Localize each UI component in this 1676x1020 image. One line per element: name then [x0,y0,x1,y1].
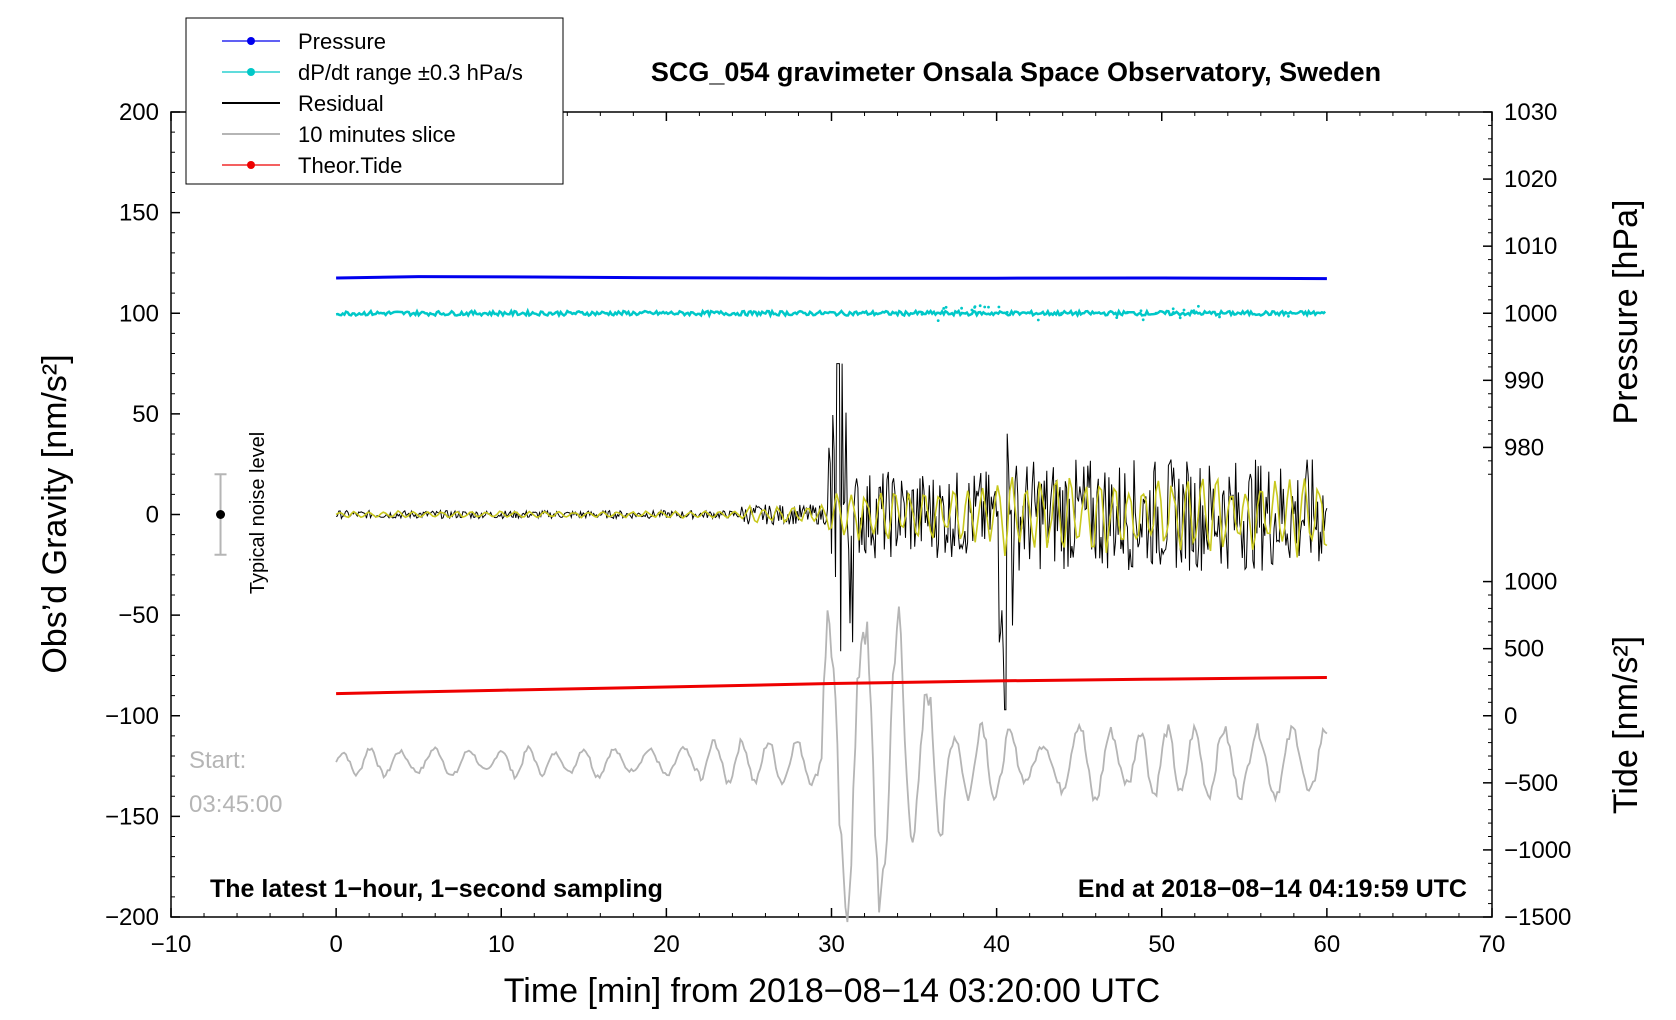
series-dpdt-point [970,308,974,312]
tide-tick-label: −1500 [1504,904,1571,931]
pressure-tick-label: 1020 [1504,166,1557,193]
tide-tick-label: 0 [1504,703,1517,730]
axis-ticks: −10 0 10 20 30 40 50 60 70200150100500−50−100−15… [105,99,1571,958]
x-tick-label: 40 [983,931,1010,958]
series-residual-filtered-line [335,476,1328,558]
note-end-time: End at 2018−08−14 04:19:59 UTC [1078,875,1467,903]
tide-tick-label: 500 [1504,636,1544,663]
series-dpdt-point [1115,316,1119,319]
legend-swatch-dot [247,37,255,45]
legend-swatch-dot [247,68,255,76]
series-pressure-line [336,275,1327,281]
legend-label: Pressure [298,29,386,54]
noise-level-label: Typical noise level [247,432,269,594]
series-dpdt-point [997,305,1001,309]
series-dpdt-point [942,307,946,310]
x-tick-label: 0 [329,931,342,958]
tide-tick-label: −500 [1504,770,1558,797]
y-axis-label-left: Obs’d Gravity [nm/s²] [36,354,74,673]
series-dpdt-line [335,307,1327,319]
x-tick-label: 50 [1148,931,1175,958]
slice-start-label: Start: [189,747,246,774]
series-dpdt-point [1197,304,1200,308]
y-tick-label-left: −100 [105,703,159,730]
tide-tick-label: −1000 [1504,837,1571,864]
x-tick-label: 20 [653,931,680,958]
y-tick-label-left: 0 [146,502,159,529]
slice-start-time: 03:45:00 [189,791,282,818]
note-latest-hour: The latest 1−hour, 1−second sampling [210,875,663,903]
series-slice-line [335,606,1328,923]
legend-label: Residual [298,91,384,116]
x-axis-label: Time [min] from 2018−08−14 03:20:00 UTC [504,972,1160,1010]
y-tick-label-left: −200 [105,904,159,931]
series-layer [335,275,1328,923]
y-tick-label-left: −50 [118,602,159,629]
series-dpdt-point [936,319,940,322]
series-residual-line [335,363,1328,711]
series-dpdt-point [983,305,987,309]
series-dpdt-point [1284,311,1287,314]
y-tick-label-left: 100 [119,300,159,327]
series-dpdt-point [1182,308,1186,312]
series-dpdt-point [1190,309,1194,313]
series-dpdt-point [1171,307,1175,311]
legend-items: Pressure dP/dt range ±0.3 hPa/s Residual 10… [222,29,523,178]
y-tick-label-left: −150 [105,803,159,830]
legend: Pressure dP/dt range ±0.3 hPa/s Residual 10… [185,17,564,185]
series-dpdt-point [1154,311,1158,315]
y-tick-label-left: 50 [132,401,159,428]
pressure-tick-label: 980 [1504,434,1544,461]
series-dpdt-point [1060,311,1063,315]
series-dpdt-point [920,312,924,316]
noise-level-indicator: Typical noise level [214,432,269,594]
y-axis-label-tide: Tide [nm/s²] [1607,636,1645,814]
series-dpdt-point [960,306,963,310]
series-dpdt-point [1141,318,1145,322]
series-dpdt-point [944,305,948,309]
legend-swatch-dot [247,161,255,169]
x-tick-label: 60 [1314,931,1341,958]
pressure-tick-label: 1010 [1504,233,1557,260]
x-tick-label: 30 [818,931,845,958]
series-dpdt-point [1005,310,1009,314]
pressure-tick-label: 1000 [1504,300,1557,327]
pressure-tick-label: 1030 [1504,99,1557,126]
series-tide-line [336,676,1327,696]
legend-label: Theor.Tide [298,153,402,178]
series-dpdt-point [1178,316,1182,320]
y-tick-label-left: 200 [119,99,159,126]
series-dpdt-point [1139,309,1143,313]
tide-tick-label: 1000 [1504,569,1557,596]
series-dpdt-point [1218,315,1221,319]
y-axis-label-pressure: Pressure [hPa] [1607,200,1645,425]
chart-title: SCG_054 gravimeter Onsala Space Observat… [651,57,1381,87]
x-tick-label: 70 [1479,931,1506,958]
legend-label: dP/dt range ±0.3 hPa/s [298,60,523,85]
legend-box [185,17,564,185]
series-dpdt-point [978,304,982,308]
series-dpdt-point [1036,318,1040,322]
series-dpdt-point [973,305,977,308]
noise-center-dot [216,510,226,519]
series-dpdt-point [1172,312,1175,316]
pressure-tick-label: 990 [1504,367,1544,394]
series-dpdt-point [1126,310,1129,314]
series-dpdt-point [987,305,990,309]
x-tick-label: 10 [488,931,515,958]
y-tick-label-left: 150 [119,200,159,227]
series-dpdt-point [1287,314,1290,318]
x-tick-label: −10 [151,931,192,958]
legend-label: 10 minutes slice [298,122,456,147]
